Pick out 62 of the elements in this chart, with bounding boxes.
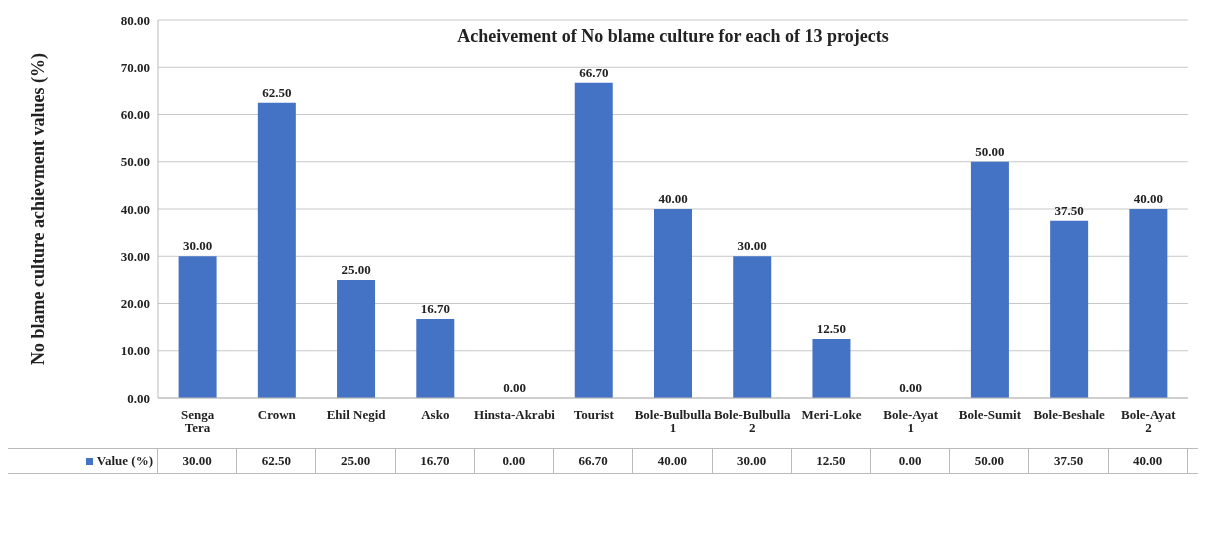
text: 50.00: [975, 143, 1005, 159]
y-tick-label: 0.00: [127, 390, 150, 406]
bar: [178, 256, 217, 398]
text: 0.00: [503, 380, 526, 395]
legend-label: Value (%): [8, 449, 158, 473]
x-tick-label: Asko: [421, 407, 450, 423]
data-label: 40.00: [1108, 449, 1188, 473]
text: 40.00: [658, 191, 688, 206]
text: 62.50: [262, 84, 292, 100]
data-label: 62.50: [237, 449, 317, 473]
data-label: 30.00: [712, 449, 792, 473]
data-label: 66.70: [554, 449, 634, 473]
bar: [574, 82, 613, 398]
chart-title: Acheivement of No blame culture for each of 13 projects: [457, 26, 889, 46]
y-tick-label: 40.00: [120, 201, 150, 217]
bar: [812, 338, 851, 398]
x-tick-label: Bole-Ayat 2: [1121, 407, 1177, 436]
text: 37.50: [1054, 202, 1084, 218]
data-label: 50.00: [950, 449, 1030, 473]
text: 30.00: [182, 238, 213, 254]
data-label: 40.00: [633, 449, 713, 473]
data-label: 37.50: [1029, 449, 1109, 473]
x-tick-label: Hinsta-Akrabi: [474, 407, 556, 423]
bar: [416, 319, 455, 398]
text: 16.70: [420, 301, 450, 317]
x-tick-label: Ehil Negid: [326, 407, 387, 423]
data-label: 0.00: [474, 449, 555, 473]
y-tick-label: 50.00: [120, 154, 150, 170]
text: 0.00: [899, 380, 923, 395]
bar: [970, 161, 1009, 398]
bar: [733, 256, 772, 398]
data-label: 16.70: [395, 449, 475, 473]
data-label: 25.00: [316, 449, 396, 473]
y-tick-label: 10.00: [120, 343, 150, 359]
x-tick-label: Bole-Ayat 1: [883, 407, 939, 436]
x-tick-label: Senga Tera: [181, 407, 215, 436]
y-tick-label: 80.00: [120, 12, 150, 28]
bar: [1129, 209, 1168, 398]
y-tick-label: 30.00: [120, 248, 150, 264]
text: 12.50: [816, 320, 847, 336]
data-label: 12.50: [791, 449, 871, 473]
text: 66.70: [579, 64, 609, 80]
x-tick-label: Bole-Beshale: [1033, 407, 1106, 423]
x-tick-label: Bole-Bulbulla 2: [713, 407, 792, 436]
text: 30.00: [737, 238, 767, 254]
bar: [1050, 220, 1089, 398]
x-tick-label: Crown: [257, 407, 297, 423]
bar: [337, 279, 376, 398]
data-label: 0.00: [870, 449, 951, 473]
y-tick-label: 70.00: [120, 59, 150, 75]
text: 25.00: [341, 261, 371, 277]
y-tick-label: 20.00: [120, 296, 150, 312]
x-tick-label: Tourist: [573, 407, 615, 423]
y-tick-label: 60.00: [120, 107, 150, 123]
bar: [653, 209, 692, 398]
x-tick-label: Meri-Loke: [801, 407, 862, 423]
x-tick-label: Bole-Sumit: [958, 407, 1022, 423]
bar: [257, 102, 296, 398]
data-label: 30.00: [158, 449, 238, 473]
y-axis-title: No blame culture achievment values (%): [28, 52, 50, 366]
x-tick-label: Bole-Bulbulla 1: [634, 407, 712, 436]
text: 40.00: [1133, 191, 1164, 206]
